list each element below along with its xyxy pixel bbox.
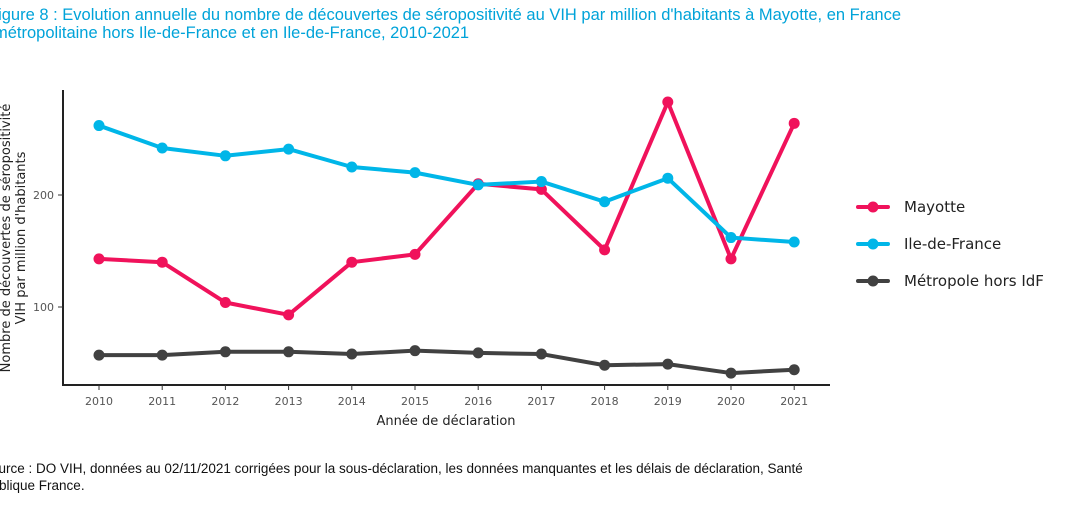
- data-point-ile-de-france: [219, 150, 231, 162]
- data-point-mayotte: [409, 248, 421, 260]
- data-point-mayotte: [662, 96, 674, 108]
- data-point-mayotte: [93, 253, 105, 265]
- x-axis-title: Année de déclaration: [376, 414, 515, 429]
- data-point-metropole-hors-idf: [662, 358, 674, 370]
- data-point-mayotte: [599, 244, 611, 256]
- data-point-mayotte: [219, 297, 231, 309]
- data-point-ile-de-france: [535, 176, 547, 188]
- data-point-mayotte: [535, 183, 547, 195]
- figure-title-line-2: métropolitaine hors Ile-de-France et en …: [0, 24, 470, 42]
- chart-axes: [62, 90, 830, 386]
- chart-legend: Mayotte Ile-de-France Métropole hors IdF: [856, 198, 1044, 290]
- data-point-mayotte: [788, 117, 800, 129]
- data-point-metropole-hors-idf: [472, 347, 484, 359]
- x-tick-label: 2015: [401, 395, 429, 408]
- data-point-ile-de-france: [346, 161, 358, 173]
- y-axis-title-line-2: VIH par million d'habitants: [14, 151, 29, 324]
- series-line-mayotte: [97, 100, 797, 317]
- data-point-metropole-hors-idf: [219, 346, 231, 358]
- data-point-ile-de-france: [283, 143, 295, 155]
- figure-title-line-1: Figure 8 : Evolution annuelle du nombre …: [0, 6, 902, 24]
- data-point-ile-de-france: [93, 120, 105, 132]
- series-line-ile-de-france: [97, 123, 797, 245]
- data-point-ile-de-france: [662, 172, 674, 184]
- y-tick-label: 100: [33, 301, 54, 314]
- chart-series: [93, 96, 800, 379]
- data-point-metropole-hors-idf: [156, 349, 168, 361]
- legend-marker-mayotte: [867, 201, 879, 213]
- x-axis-ticks: 2010 2011 2012 2013 2014 2015 2016 2017 2018 2019…: [85, 385, 808, 408]
- data-point-ile-de-france: [788, 236, 800, 248]
- source-note-line-1: Source : DO VIH, données au 02/11/2021 c…: [0, 461, 803, 476]
- legend-marker-ile-de-france: [867, 238, 879, 250]
- data-point-metropole-hors-idf: [283, 346, 295, 358]
- data-point-metropole-hors-idf: [725, 367, 737, 379]
- data-point-ile-de-france: [599, 196, 611, 208]
- x-tick-label: 2013: [275, 395, 303, 408]
- y-tick-label: 200: [33, 189, 54, 202]
- legend-label-ile-de-france: Ile-de-France: [904, 235, 1001, 253]
- x-tick-label: 2021: [780, 395, 808, 408]
- source-note-line-2: publique France.: [0, 478, 85, 493]
- data-point-metropole-hors-idf: [346, 348, 358, 360]
- x-tick-label: 2020: [717, 395, 745, 408]
- data-point-ile-de-france: [156, 142, 168, 154]
- x-tick-label: 2012: [211, 395, 239, 408]
- data-point-ile-de-france: [725, 232, 737, 244]
- y-axis-title-line-1: Nombre de découvertes de séropositivité: [0, 104, 14, 373]
- legend-label-metropole-hors-idf: Métropole hors IdF: [904, 272, 1044, 290]
- x-tick-label: 2016: [464, 395, 492, 408]
- data-point-metropole-hors-idf: [599, 359, 611, 371]
- y-axis-title: Nombre de découvertes de séropositivité …: [0, 104, 29, 373]
- data-point-mayotte: [156, 256, 168, 268]
- legend-label-mayotte: Mayotte: [904, 198, 965, 216]
- data-point-ile-de-france: [409, 167, 421, 179]
- data-point-metropole-hors-idf: [93, 349, 105, 361]
- figure-title: Figure 8 : Evolution annuelle du nombre …: [0, 6, 1068, 42]
- data-point-metropole-hors-idf: [409, 345, 421, 357]
- series-line-metropole-hors-idf: [97, 348, 797, 376]
- source-note: Source : DO VIH, données au 02/11/2021 c…: [0, 460, 1068, 494]
- x-tick-label: 2014: [338, 395, 366, 408]
- x-tick-label: 2011: [148, 395, 176, 408]
- data-point-mayotte: [725, 253, 737, 265]
- x-tick-label: 2010: [85, 395, 113, 408]
- x-tick-label: 2017: [527, 395, 555, 408]
- x-tick-label: 2019: [654, 395, 682, 408]
- data-point-mayotte: [346, 256, 358, 268]
- legend-marker-metropole-hors-idf: [867, 275, 879, 287]
- data-point-metropole-hors-idf: [788, 364, 800, 376]
- data-point-metropole-hors-idf: [535, 348, 547, 360]
- y-axis-ticks: 100 200: [33, 189, 63, 314]
- data-point-ile-de-france: [472, 179, 484, 191]
- data-point-mayotte: [283, 309, 295, 321]
- x-tick-label: 2018: [591, 395, 619, 408]
